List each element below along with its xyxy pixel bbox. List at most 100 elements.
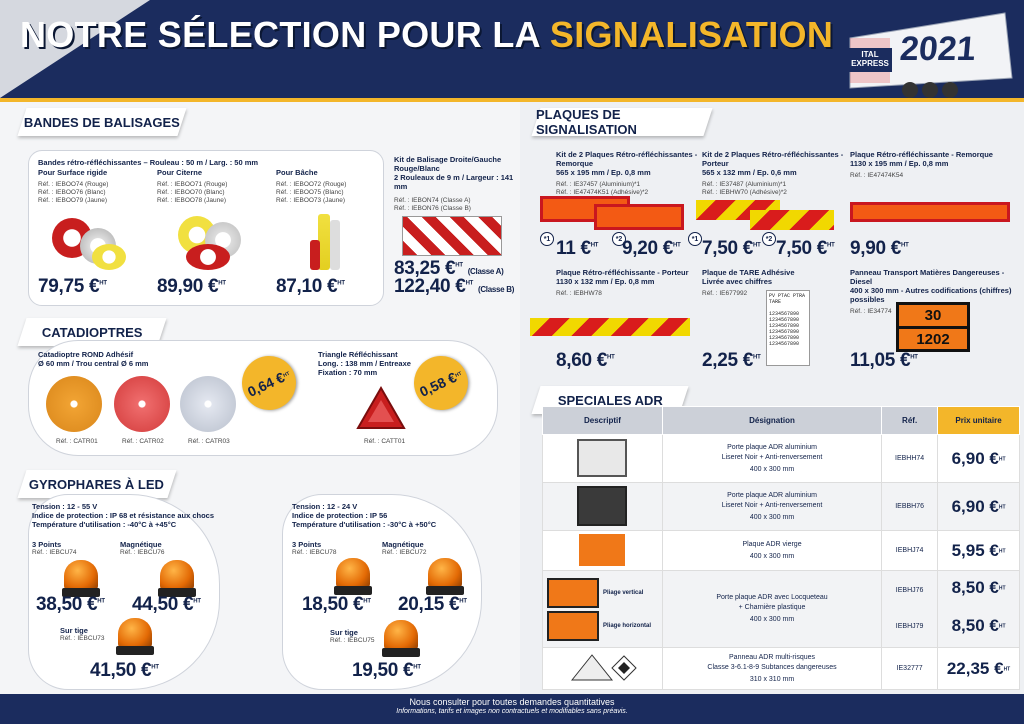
beacon-base xyxy=(334,586,372,595)
col-prix: Prix unitaire xyxy=(937,406,1020,435)
plaque-sub: 400 x 300 mm - Autres codifications (chi… xyxy=(850,286,1012,304)
plaque-sub: 565 x 195 mm / Ep. 0,8 mm xyxy=(556,168,651,177)
beacon-base xyxy=(158,588,196,597)
gyro-specs-2: Tension : 12 - 24 V Indice de protection… xyxy=(292,502,436,529)
gyro-ref: Réf. : IEBCU72 xyxy=(382,549,427,556)
gyro-item: 3 Points Réf. : IEBCU74 xyxy=(32,540,76,557)
price-gyro: 18,50 €HT xyxy=(302,594,371,615)
row-designation: Plaque ADR vierge xyxy=(742,540,802,548)
bande-label: Pour Bâche xyxy=(276,168,318,177)
plaque-remorque-image xyxy=(594,204,684,230)
footer-line2: Informations, tarifs et images non contr… xyxy=(396,708,628,715)
plaque-ref: Réf. : IE34774 xyxy=(850,308,892,315)
plaque-sub: 1130 x 195 mm / Ep. 0,8 mm xyxy=(850,159,949,168)
beacon-image xyxy=(384,620,418,650)
note-marker: *1 xyxy=(688,232,702,246)
gyro-spec: Tension : 12 - 24 V xyxy=(292,502,358,511)
kit-image xyxy=(402,216,502,256)
gyro-ref: Réf. : IEBCU75 xyxy=(330,637,375,644)
header-corner xyxy=(0,0,150,98)
table-row: Porte plaque ADR aluminium Liseret Noir +… xyxy=(542,434,1020,483)
row-size: 400 x 300 mm xyxy=(749,616,795,623)
row-price: 5,95 € xyxy=(951,540,999,560)
plaque-title: Plaque de TARE Adhésive xyxy=(702,268,795,277)
bande-ref: Réf. : IEBOO79 (Jaune) xyxy=(38,197,108,204)
gyro-item: Sur tige Réf. : IEBCU75 xyxy=(330,628,374,645)
adr-panel-image: 30 1202 xyxy=(896,302,970,352)
adr-holder-image xyxy=(577,438,628,477)
footer-line1: Nous consulter pour toutes demandes quan… xyxy=(409,697,615,707)
table-row: Panneau ADR multi-risques Classe 3-6.1-8-… xyxy=(542,647,1020,690)
tri-title: Triangle Réfléchissant xyxy=(318,350,398,359)
section-title-bandes: BANDES DE BALISAGES xyxy=(17,108,187,136)
bande-ref: Réf. : IEBOO74 (Rouge) xyxy=(38,181,109,188)
gyro-spec: Température d'utilisation : -40°C à +45°… xyxy=(32,520,177,529)
tri-ref: Réf. : CATT01 xyxy=(364,438,406,445)
price-gyro: 44,50 €HT xyxy=(132,594,201,615)
row-designation: + Charnière plastique xyxy=(738,604,806,611)
beacon-image xyxy=(64,560,98,590)
kit-balisage: Kit de Balisage Droite/Gauche Rouge/Blan… xyxy=(394,155,514,213)
gyro-label: Magnétique xyxy=(382,540,424,549)
plaque-ref: Réf. : IE47474K54 xyxy=(850,172,904,179)
row-ref: IEBHJ79 xyxy=(895,623,924,630)
plaque-sub: 565 x 132 mm / Ep. 0,6 mm xyxy=(702,168,797,177)
gyro-label: Sur tige xyxy=(330,628,358,637)
gyro-item: Sur tige Réf. : IEBCU73 xyxy=(60,626,104,643)
gyro-label: Magnétique xyxy=(120,540,162,549)
kit-sub: 2 Rouleaux de 9 m / Largeur : 141 mm xyxy=(394,173,514,191)
beacon-base xyxy=(426,586,464,595)
note-marker: *1 xyxy=(540,232,554,246)
roll-red-image xyxy=(186,244,230,270)
table-row: Pliage vertical Pliage horizontal Porte … xyxy=(542,570,1020,648)
note-marker: *2 xyxy=(762,232,776,246)
price-bande-citerne: 89,90 €HT xyxy=(157,276,226,297)
price-plaque: 7,50 €HT xyxy=(776,238,835,259)
beacon-base xyxy=(382,648,420,657)
note-marker: *2 xyxy=(612,232,626,246)
gyro-ref: Réf. : IEBCU78 xyxy=(292,549,337,556)
price-gyro: 41,50 €HT xyxy=(90,660,159,681)
price-plaque: 9,90 €HT xyxy=(850,238,909,259)
catadioptre-ref: Réf. : CATR03 xyxy=(188,438,230,445)
gyro-ref: Réf. : IEBCU76 xyxy=(120,549,165,556)
year-label: 2021 xyxy=(898,30,978,68)
plaque-ref: Réf. : IE37457 (Aluminium)*1 xyxy=(556,181,641,188)
row-size: 400 x 300 mm xyxy=(749,513,795,521)
roll-red-image xyxy=(310,240,320,270)
section-title-plaques: PLAQUES DE SIGNALISATION xyxy=(531,107,713,137)
gyro-item: Magnétique Réf. : IEBCU72 xyxy=(382,540,426,557)
catadioptre-ref: Réf. : CATR01 xyxy=(56,438,98,445)
gyro-spec: Tension : 12 - 55 V xyxy=(32,502,98,511)
row-price: 22,35 € xyxy=(946,658,1004,678)
reflector-orange-image xyxy=(46,376,102,432)
kit-ref: Réf. : IEBON76 (Classe B) xyxy=(394,205,471,212)
gyro-item: Magnétique Réf. : IEBCU76 xyxy=(120,540,164,557)
brand-logo: ITAL EXPRESS xyxy=(851,50,889,68)
tare-image: PV PTAC PTRA TARE 1234567890 1234567890 1234… xyxy=(766,290,810,366)
plaque-ref: Réf. : IE47474K51 (Adhésive)*2 xyxy=(556,189,649,196)
plaque-title: Plaque Rétro-réfléchissante - Porteur xyxy=(556,268,689,277)
price-plaque: 11 €HT xyxy=(556,238,599,259)
gyro-specs-1: Tension : 12 - 55 V Indice de protection… xyxy=(32,502,214,529)
table-row: Porte plaque ADR aluminium Liseret Noir +… xyxy=(542,482,1020,531)
plaque-item-2: Kit de 2 Plaques Rétro-réfléchissantes -… xyxy=(702,150,852,197)
bande-item: Pour Bâche Réf. : IEBOO72 (Rouge) Réf. :… xyxy=(276,168,386,205)
bande-ref: Réf. : IEBOO78 (Jaune) xyxy=(157,197,227,204)
row-price: 6,90 € xyxy=(951,496,999,516)
kit-title: Kit de Balisage Droite/Gauche Rouge/Blan… xyxy=(394,155,502,173)
bande-ref: Réf. : IEBOO71 (Rouge) xyxy=(157,181,228,188)
row-designation: Porte plaque ADR aluminium xyxy=(727,491,817,499)
row-designation: Panneau ADR multi-risques xyxy=(729,653,816,661)
gyro-ref: Réf. : IEBCU73 xyxy=(60,635,105,642)
adr-holder-vertical-image xyxy=(547,577,599,608)
plaque-sub: 1130 x 132 mm / Ep. 0,8 mm xyxy=(556,277,655,286)
row-size: 400 x 300 mm xyxy=(749,465,795,473)
kit-ref: Réf. : IEBON74 (Classe A) xyxy=(394,197,471,204)
adr-panel-top: 30 xyxy=(899,305,967,329)
roll-yellow-image xyxy=(92,244,126,270)
rond-sub: Ø 60 mm / Trou central Ø 6 mm xyxy=(38,359,149,368)
adr-holder-image xyxy=(577,485,628,526)
plaque-item-3: Plaque Rétro-réfléchissante - Remorque 1… xyxy=(850,150,1020,180)
adr-plate-image xyxy=(579,533,626,566)
